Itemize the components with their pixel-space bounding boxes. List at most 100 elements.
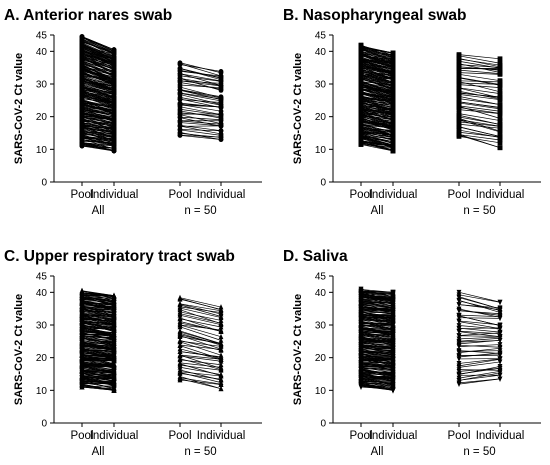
y-tick-label: 0 [320, 178, 326, 189]
panel-title: D. Saliva [283, 248, 348, 265]
pair-line [81, 69, 115, 85]
individual-point [497, 314, 503, 321]
pair-line [81, 295, 115, 304]
pair-line [81, 383, 115, 391]
panel-1: A. Anterior nares swab SARS-CoV-2 Ct valu… [4, 7, 262, 217]
pair-line [360, 382, 394, 391]
y-tick-label: 45 [315, 31, 327, 42]
individual-point [390, 61, 396, 67]
pair-line [360, 62, 394, 75]
pair-line [360, 52, 394, 65]
pair-line [360, 93, 394, 105]
pair-line [360, 108, 394, 121]
pair-line [81, 108, 115, 115]
x-category-label: Individual [197, 430, 246, 442]
pair-line [458, 84, 501, 88]
pair-line [179, 364, 222, 371]
pool-point [177, 345, 183, 352]
individual-point [497, 82, 503, 87]
pair-line [81, 337, 115, 347]
individual-point [497, 122, 503, 128]
individual-point [111, 126, 117, 132]
pool-point [177, 342, 183, 348]
pair-line [360, 367, 394, 372]
individual-point [218, 131, 224, 137]
individual-point [497, 329, 503, 336]
pair-line [81, 292, 115, 297]
individual-point [218, 112, 224, 117]
individual-point [497, 102, 503, 108]
pair-line [81, 314, 115, 321]
y-tick-label: 40 [315, 288, 327, 299]
pair-line [360, 362, 394, 371]
pair-line [458, 321, 501, 329]
pair-line [179, 326, 222, 341]
pair-line [81, 118, 115, 130]
x-category-label: Individual [476, 189, 525, 201]
pair-line [179, 354, 222, 369]
y-tick-label: 10 [315, 386, 327, 397]
pair-line [81, 143, 115, 152]
individual-point [111, 87, 117, 93]
pair-line [458, 378, 501, 384]
pair-line [458, 118, 501, 132]
pair-line [458, 367, 501, 375]
pair-line [360, 336, 394, 344]
individual-point [497, 334, 503, 340]
pair-line [81, 71, 115, 86]
pair-line [179, 376, 222, 390]
individual-point [218, 311, 224, 317]
pair-line [360, 384, 394, 391]
pair-line [458, 331, 501, 338]
pair-line [360, 289, 394, 293]
individual-point [390, 117, 396, 123]
pair-line [360, 357, 394, 367]
pool-point [456, 85, 462, 91]
pair-line [179, 73, 222, 82]
panel-2: B. Nasopharyngeal swab SARS-CoV-2 Ct valu… [283, 7, 541, 217]
pair-line [81, 385, 115, 388]
individual-point [390, 77, 396, 83]
pair-line [458, 114, 501, 125]
series-all [358, 42, 396, 154]
pair-line [360, 361, 394, 364]
x-category-label: Individual [369, 189, 418, 201]
pair-line [360, 129, 394, 141]
pair-line [458, 330, 501, 335]
x-category-label: Pool [70, 430, 93, 442]
pool-point [456, 103, 462, 109]
pair-line [458, 121, 501, 127]
pair-line [458, 126, 501, 137]
pool-point [456, 319, 462, 325]
individual-point [218, 137, 224, 142]
pool-point [456, 289, 462, 296]
pair-line [81, 64, 115, 81]
series-n50 [177, 60, 224, 142]
pair-line [458, 119, 501, 133]
pair-line [360, 63, 394, 75]
series-all [79, 34, 117, 154]
individual-point [390, 294, 396, 300]
pair-line [81, 62, 115, 77]
x-category-label: Individual [476, 430, 525, 442]
pair-line [360, 95, 394, 105]
individual-point [218, 372, 224, 379]
y-tick-label: 10 [36, 145, 48, 156]
pair-line [360, 99, 394, 111]
pair-line [179, 120, 222, 125]
pair-line [360, 366, 394, 371]
y-tick-label: 20 [36, 353, 48, 364]
pair-line [360, 101, 394, 114]
pair-line [179, 110, 222, 119]
pool-point [456, 336, 462, 342]
x-category-label: Pool [447, 189, 470, 201]
pair-line [179, 89, 222, 100]
pair-line [458, 327, 501, 333]
pair-line [458, 340, 501, 343]
individual-point [218, 377, 224, 383]
individual-point [218, 352, 224, 358]
pair-line [360, 72, 394, 83]
pair-line [360, 112, 394, 124]
individual-point [497, 78, 503, 84]
pair-line [179, 369, 222, 381]
